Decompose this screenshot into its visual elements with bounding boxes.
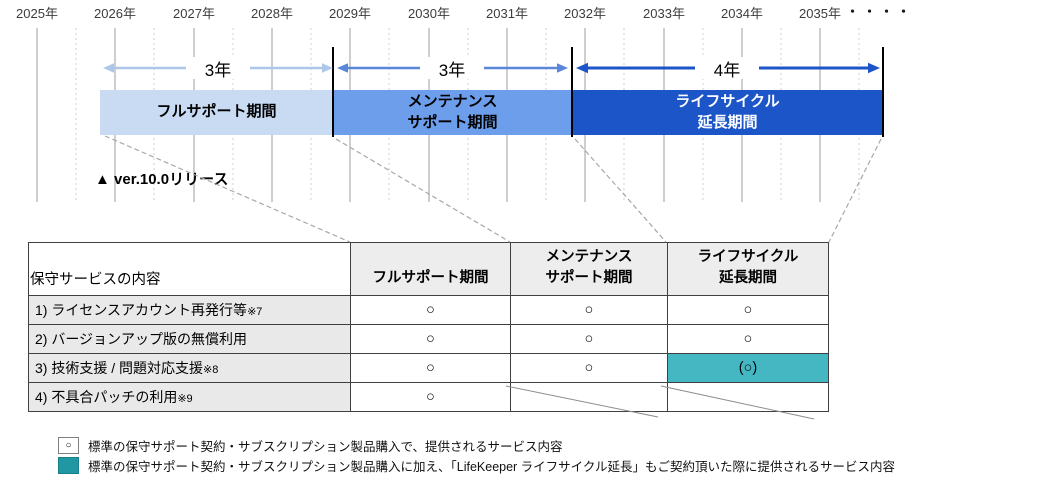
cell-value: ○ bbox=[350, 353, 511, 383]
row-label-note: ※7 bbox=[247, 306, 263, 318]
cell-value: ○ bbox=[350, 295, 511, 325]
year-label: 2034年 bbox=[721, 6, 763, 21]
table-row: 2) バージョンアップ版の無償利用 ○ ○ ○ bbox=[28, 324, 829, 354]
table-row: 3) 技術支援 / 問題対応支援※8 ○ ○ (○) bbox=[28, 353, 829, 383]
year-label: 2031年 bbox=[486, 6, 528, 21]
duration-label-lifecycle: 4年 bbox=[695, 57, 759, 80]
row-label-note: ※8 bbox=[203, 364, 219, 376]
row-label: 1) ライセンスアカウント再発行等※7 bbox=[28, 295, 351, 325]
legend-circle-swatch: ○ bbox=[58, 437, 79, 454]
table-row: 4) 不具合パッチの利用※9 ○ bbox=[28, 382, 829, 412]
row-label-text: 2) バージョンアップ版の無償利用 bbox=[35, 331, 248, 347]
legend-teal-swatch bbox=[58, 457, 79, 474]
timeline-ellipsis: ・・・・ bbox=[846, 4, 915, 19]
year-label: 2030年 bbox=[408, 6, 450, 21]
cell-value: ○ bbox=[667, 295, 829, 325]
cell-value: ○ bbox=[667, 324, 829, 354]
duration-label-maintenance: 3年 bbox=[420, 57, 484, 80]
column-header-maintenance: メンテナンス サポート期間 bbox=[510, 242, 668, 296]
duration-label-full: 3年 bbox=[186, 57, 250, 80]
cell-value: ○ bbox=[350, 324, 511, 354]
row-label: 3) 技術支援 / 問題対応支援※8 bbox=[28, 353, 351, 383]
year-label: 2029年 bbox=[329, 6, 371, 21]
table-caption: 保守サービスの内容 bbox=[28, 242, 351, 296]
cell-na bbox=[667, 382, 829, 412]
year-label: 2032年 bbox=[564, 6, 606, 21]
bar-lifecycle-extension: ライフサイクル 延長期間 bbox=[572, 90, 883, 135]
cell-value: ○ bbox=[510, 353, 668, 383]
row-label-note: ※9 bbox=[177, 393, 193, 405]
cell-value: ○ bbox=[350, 382, 511, 412]
year-label: 2028年 bbox=[251, 6, 293, 21]
bar-maintenance-support: メンテナンス サポート期間 bbox=[333, 90, 572, 135]
row-label: 2) バージョンアップ版の無償利用 bbox=[28, 324, 351, 354]
legend-item-standard: ○ 標準の保守サポート契約・サブスクリプション製品購入で、提供されるサービス内容 bbox=[58, 436, 563, 455]
cell-value-highlighted: (○) bbox=[667, 353, 829, 383]
row-label: 4) 不具合パッチの利用※9 bbox=[28, 382, 351, 412]
year-label: 2033年 bbox=[643, 6, 685, 21]
timeline-table-connectors bbox=[104, 135, 882, 243]
table-header-row: 保守サービスの内容 フルサポート期間 メンテナンス サポート期間 ライフサイクル… bbox=[28, 242, 829, 296]
year-label: 2026年 bbox=[94, 6, 136, 21]
cell-value: ○ bbox=[510, 324, 668, 354]
cell-na bbox=[510, 382, 668, 412]
year-label: 2027年 bbox=[173, 6, 215, 21]
legend-text: 標準の保守サポート契約・サブスクリプション製品購入で、提供されるサービス内容 bbox=[88, 440, 563, 454]
legend-item-lifecycle-extension: 標準の保守サポート契約・サブスクリプション製品購入に加え、「LifeKeeper… bbox=[58, 456, 895, 475]
row-label-text: 1) ライセンスアカウント再発行等 bbox=[35, 302, 248, 318]
row-label-text: 4) 不具合パッチの利用 bbox=[35, 389, 178, 405]
row-label-text: 3) 技術支援 / 問題対応支援 bbox=[35, 360, 204, 376]
year-label: 2035年 bbox=[799, 6, 841, 21]
service-table: 保守サービスの内容 フルサポート期間 メンテナンス サポート期間 ライフサイクル… bbox=[28, 242, 829, 412]
year-label: 2025年 bbox=[16, 6, 58, 21]
column-header-lifecycle: ライフサイクル 延長期間 bbox=[667, 242, 829, 296]
legend-text: 標準の保守サポート契約・サブスクリプション製品購入に加え、「LifeKeeper… bbox=[88, 460, 896, 474]
bar-full-support: フルサポート期間 bbox=[100, 90, 333, 135]
release-marker: ▲ ver.10.0リリース bbox=[95, 171, 229, 188]
table-row: 1) ライセンスアカウント再発行等※7 ○ ○ ○ bbox=[28, 295, 829, 325]
column-header-full-support: フルサポート期間 bbox=[350, 242, 511, 296]
cell-value: ○ bbox=[510, 295, 668, 325]
